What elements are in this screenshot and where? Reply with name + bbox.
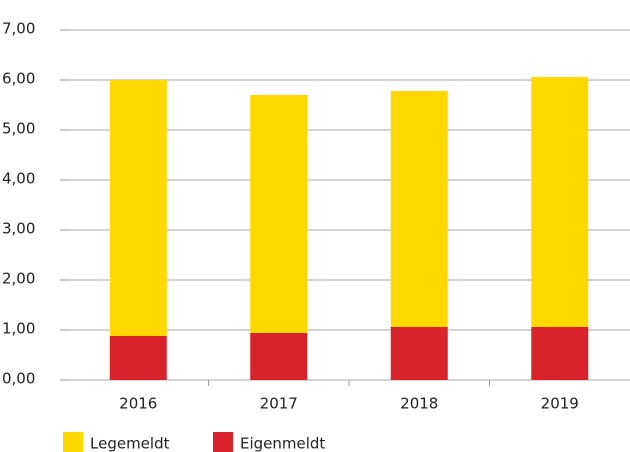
y-tick-label: 6,00 [2,70,35,88]
bar-segment [531,327,589,380]
legend-label: Eigenmeldt [240,435,325,452]
y-tick-label: 3,00 [2,220,35,238]
legend-swatch [63,432,83,452]
bar-segment [109,336,167,380]
y-tick-label: 7,00 [2,20,35,38]
bar-segment [109,80,167,336]
x-tick-label: 2018 [400,395,438,413]
legend-label: Legemeldt [90,435,170,452]
bar-segment [390,91,448,327]
y-tick-label: 5,00 [2,120,35,138]
bar-segment [250,333,308,380]
x-tick-label: 2016 [119,395,157,413]
y-tick-label: 1,00 [2,320,35,338]
y-tick-label: 4,00 [2,170,35,188]
x-tick-label: 2017 [260,395,298,413]
y-tick-label: 0,00 [2,370,35,388]
y-tick-label: 2,00 [2,270,35,288]
legend-swatch [213,432,233,452]
x-tick-label: 2019 [541,395,579,413]
bar-segment [390,327,448,380]
bar-segment [531,77,589,327]
bar-segment [250,95,308,333]
